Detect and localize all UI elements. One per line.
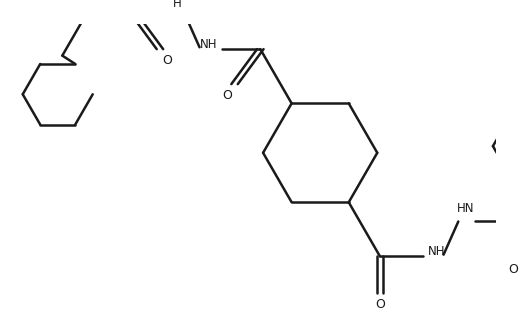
Text: O: O <box>163 54 172 67</box>
Text: H: H <box>173 0 182 10</box>
Text: O: O <box>222 89 232 102</box>
Text: O: O <box>509 263 519 276</box>
Text: HN: HN <box>457 202 474 215</box>
Text: NH: NH <box>200 38 217 51</box>
Text: NH: NH <box>428 246 445 258</box>
Text: O: O <box>375 298 385 311</box>
